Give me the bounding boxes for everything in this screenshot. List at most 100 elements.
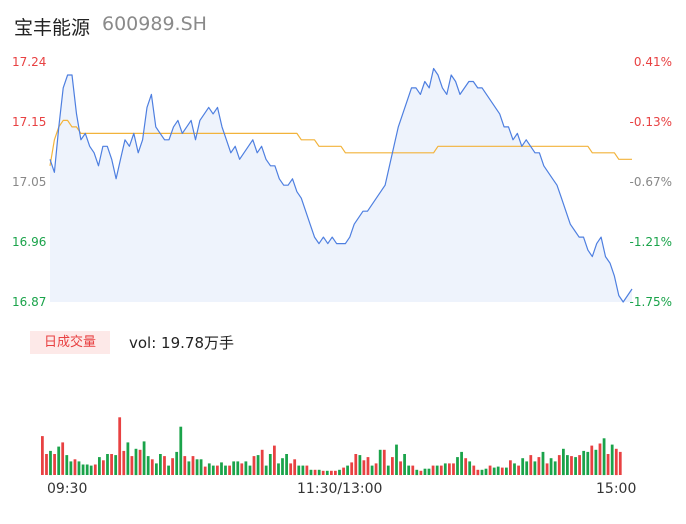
volume-bar <box>370 465 374 475</box>
volume-bar <box>187 461 191 476</box>
volume-bar <box>419 470 423 475</box>
volume-bar <box>407 465 411 475</box>
volume-bar <box>386 465 390 475</box>
price-area <box>50 68 632 302</box>
volume-bar <box>167 465 170 475</box>
volume-bar <box>216 465 219 475</box>
volume-bar <box>358 455 362 475</box>
volume-bar <box>277 463 280 475</box>
volume-bar <box>220 462 223 475</box>
time-tick-close: 15:00 <box>596 481 637 497</box>
volume-bar <box>602 438 606 476</box>
volume-bar <box>256 455 260 475</box>
volume-bar <box>505 467 508 475</box>
volume-bar <box>195 459 199 476</box>
volume-bar <box>517 465 520 475</box>
volume-bar <box>85 464 89 475</box>
pct-tick-5: -1.75% <box>629 295 672 309</box>
volume-bar <box>69 461 73 476</box>
volume-bar <box>614 448 618 476</box>
volume-bar <box>163 456 166 475</box>
volume-bar <box>415 469 419 476</box>
volume-bar <box>521 458 525 475</box>
volume-bar <box>73 459 77 476</box>
volume-bar <box>549 458 553 475</box>
volume-bar <box>211 465 215 475</box>
stock-code: 600989.SH <box>102 13 207 35</box>
pct-tick-3: -0.67% <box>629 175 672 189</box>
volume-bar <box>53 454 56 475</box>
volume-label: vol: 19.78万手 <box>129 334 234 352</box>
pct-tick-2: -0.13% <box>629 115 672 129</box>
volume-bar <box>142 441 146 475</box>
volume-bar <box>460 451 463 475</box>
volume-bar <box>411 465 415 475</box>
volume-bar <box>492 467 496 475</box>
volume-bar <box>317 469 321 476</box>
volume-bar <box>57 446 61 475</box>
volume-bar <box>207 463 211 475</box>
volume-bar <box>431 465 435 475</box>
volume-bar <box>199 459 203 476</box>
volume-bar <box>77 461 81 476</box>
volume-bar <box>244 461 248 476</box>
volume-bar <box>342 467 345 475</box>
volume-bar <box>582 450 586 476</box>
volume-bar <box>606 454 610 475</box>
volume-bar <box>590 445 594 475</box>
volume-bar <box>488 465 492 475</box>
volume-bar <box>557 455 561 475</box>
volume-bar <box>423 468 427 475</box>
volume-bar <box>171 458 174 475</box>
price-tick-1: 17.24 <box>12 55 47 69</box>
volume-bar <box>513 463 516 475</box>
volume-bar <box>236 461 240 476</box>
volume-bar <box>476 469 480 476</box>
price-tick-4: 16.96 <box>12 235 47 249</box>
time-tick-open: 09:30 <box>47 481 88 497</box>
volume-bar <box>529 455 533 475</box>
volume-bar <box>468 461 472 476</box>
volume-bar <box>45 454 48 475</box>
volume-bar <box>537 457 541 475</box>
volume-bar <box>248 465 252 475</box>
volume-bar <box>297 465 301 475</box>
volume-bar <box>456 457 459 475</box>
volume-bar <box>439 465 443 475</box>
volume-bar <box>126 442 130 475</box>
volume-bar <box>41 436 44 475</box>
volume-bar <box>562 448 565 476</box>
volume-bar <box>350 462 354 475</box>
volume-bar <box>578 455 581 475</box>
volume-bar <box>203 466 207 475</box>
volume-bar <box>443 463 447 475</box>
volume-bar <box>500 467 504 475</box>
volume-bar <box>183 456 187 475</box>
volume-bar <box>399 461 402 476</box>
volume-bar <box>435 465 439 475</box>
volume-bar <box>566 455 569 475</box>
time-tick-noon: 11:30/13:00 <box>297 481 383 497</box>
volume-bar <box>382 449 386 475</box>
volume-bar <box>122 450 126 476</box>
volume-bar <box>293 459 297 476</box>
volume-bar <box>98 457 101 475</box>
volume-bar <box>118 417 122 476</box>
volume-bar <box>285 454 288 475</box>
volume-bar <box>330 470 333 475</box>
volume-bar <box>391 457 394 475</box>
volume-bar <box>334 470 337 475</box>
volume-bar <box>362 460 366 475</box>
volume-bar <box>224 465 227 475</box>
volume-bar <box>191 456 195 475</box>
volume-bar <box>594 449 598 475</box>
volume-bar <box>146 456 150 475</box>
volume-bar <box>305 465 309 475</box>
volume-bar <box>155 463 158 475</box>
volume-bar <box>346 465 349 475</box>
volume-bar <box>395 444 398 475</box>
volume-bar <box>541 451 545 475</box>
volume-bar <box>610 444 614 475</box>
pct-tick-1: 0.41% <box>633 55 672 69</box>
